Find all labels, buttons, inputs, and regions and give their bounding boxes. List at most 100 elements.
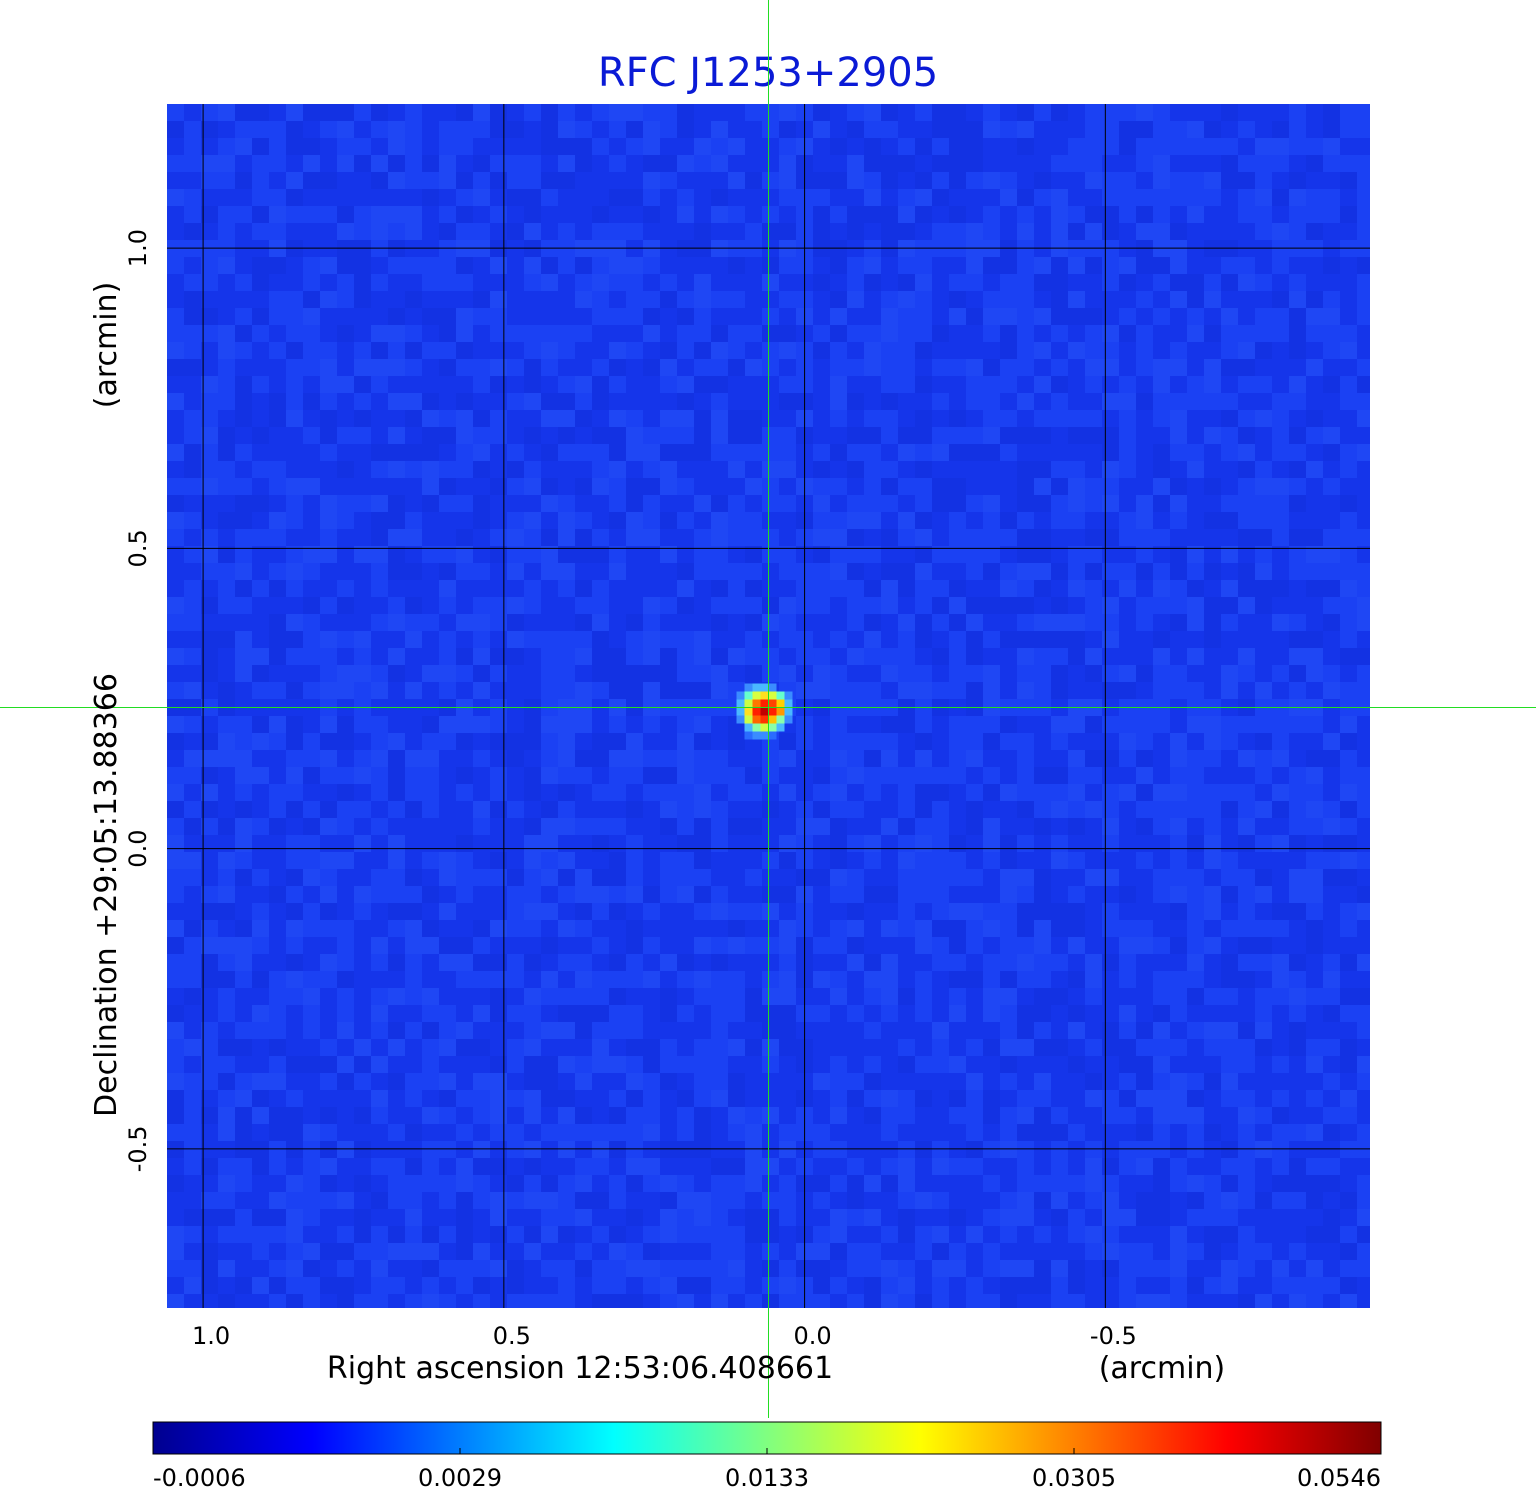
- noise-cell: [439, 767, 456, 784]
- noise-cell: [1051, 648, 1068, 665]
- noise-cell: [813, 920, 830, 937]
- noise-cell: [881, 682, 898, 699]
- noise-cell: [218, 1039, 235, 1056]
- noise-cell: [1255, 1090, 1272, 1107]
- noise-cell: [1136, 818, 1153, 835]
- noise-cell: [456, 1090, 473, 1107]
- noise-cell: [1289, 1107, 1306, 1124]
- noise-cell: [745, 1192, 762, 1209]
- noise-cell: [966, 376, 983, 393]
- noise-cell: [983, 461, 1000, 478]
- noise-cell: [609, 410, 626, 427]
- noise-cell: [813, 529, 830, 546]
- noise-cell: [337, 903, 354, 920]
- noise-cell: [473, 580, 490, 597]
- noise-cell: [490, 189, 507, 206]
- noise-cell: [728, 1090, 745, 1107]
- noise-cell: [473, 172, 490, 189]
- noise-cell: [660, 325, 677, 342]
- noise-cell: [1068, 1073, 1085, 1090]
- noise-cell: [1119, 257, 1136, 274]
- noise-cell: [320, 1141, 337, 1158]
- noise-cell: [898, 1090, 915, 1107]
- noise-cell: [949, 1175, 966, 1192]
- noise-cell: [1323, 852, 1340, 869]
- noise-cell: [439, 954, 456, 971]
- noise-cell: [337, 461, 354, 478]
- noise-cell: [966, 104, 983, 121]
- noise-cell: [813, 359, 830, 376]
- noise-cell: [779, 308, 796, 325]
- noise-cell: [1306, 104, 1323, 121]
- noise-cell: [1102, 410, 1119, 427]
- noise-cell: [167, 937, 184, 954]
- noise-cell: [1068, 954, 1085, 971]
- noise-cell: [1238, 223, 1255, 240]
- noise-cell: [728, 427, 745, 444]
- noise-cell: [303, 427, 320, 444]
- noise-cell: [864, 631, 881, 648]
- noise-cell: [1255, 325, 1272, 342]
- noise-cell: [1051, 852, 1068, 869]
- noise-cell: [745, 393, 762, 410]
- noise-cell: [898, 308, 915, 325]
- noise-cell: [1136, 427, 1153, 444]
- noise-cell: [1034, 1005, 1051, 1022]
- noise-cell: [881, 1226, 898, 1243]
- noise-cell: [507, 988, 524, 1005]
- noise-cell: [932, 631, 949, 648]
- noise-cell: [1221, 1175, 1238, 1192]
- noise-cell: [1238, 886, 1255, 903]
- noise-cell: [490, 325, 507, 342]
- noise-cell: [949, 1124, 966, 1141]
- noise-cell: [643, 155, 660, 172]
- noise-cell: [966, 546, 983, 563]
- noise-cell: [456, 1260, 473, 1277]
- noise-cell: [1204, 223, 1221, 240]
- noise-cell: [524, 1039, 541, 1056]
- noise-cell: [1085, 1243, 1102, 1260]
- noise-cell: [235, 716, 252, 733]
- noise-cell: [1051, 835, 1068, 852]
- noise-cell: [558, 529, 575, 546]
- noise-cell: [184, 359, 201, 376]
- noise-cell: [728, 393, 745, 410]
- noise-cell: [1051, 274, 1068, 291]
- noise-cell: [1017, 206, 1034, 223]
- noise-cell: [507, 308, 524, 325]
- noise-cell: [813, 1039, 830, 1056]
- noise-cell: [473, 835, 490, 852]
- noise-cell: [762, 427, 779, 444]
- noise-cell: [1221, 1039, 1238, 1056]
- noise-cell: [507, 512, 524, 529]
- noise-cell: [575, 716, 592, 733]
- noise-cell: [626, 155, 643, 172]
- noise-cell: [609, 665, 626, 682]
- noise-cell: [303, 818, 320, 835]
- noise-cell: [660, 478, 677, 495]
- noise-cell: [949, 1039, 966, 1056]
- noise-cell: [830, 478, 847, 495]
- noise-cell: [609, 427, 626, 444]
- noise-cell: [694, 393, 711, 410]
- noise-cell: [677, 546, 694, 563]
- noise-cell: [1238, 1005, 1255, 1022]
- noise-cell: [830, 648, 847, 665]
- noise-cell: [1272, 410, 1289, 427]
- noise-cell: [728, 1022, 745, 1039]
- noise-cell: [830, 818, 847, 835]
- noise-cell: [728, 1192, 745, 1209]
- noise-cell: [609, 512, 626, 529]
- noise-cell: [1068, 682, 1085, 699]
- noise-cell: [1170, 971, 1187, 988]
- noise-cell: [881, 1124, 898, 1141]
- noise-cell: [779, 631, 796, 648]
- noise-cell: [1255, 512, 1272, 529]
- noise-cell: [830, 801, 847, 818]
- noise-cell: [915, 223, 932, 240]
- noise-cell: [201, 529, 218, 546]
- noise-cell: [473, 1294, 490, 1308]
- noise-cell: [1221, 427, 1238, 444]
- noise-cell: [303, 903, 320, 920]
- noise-cell: [422, 1175, 439, 1192]
